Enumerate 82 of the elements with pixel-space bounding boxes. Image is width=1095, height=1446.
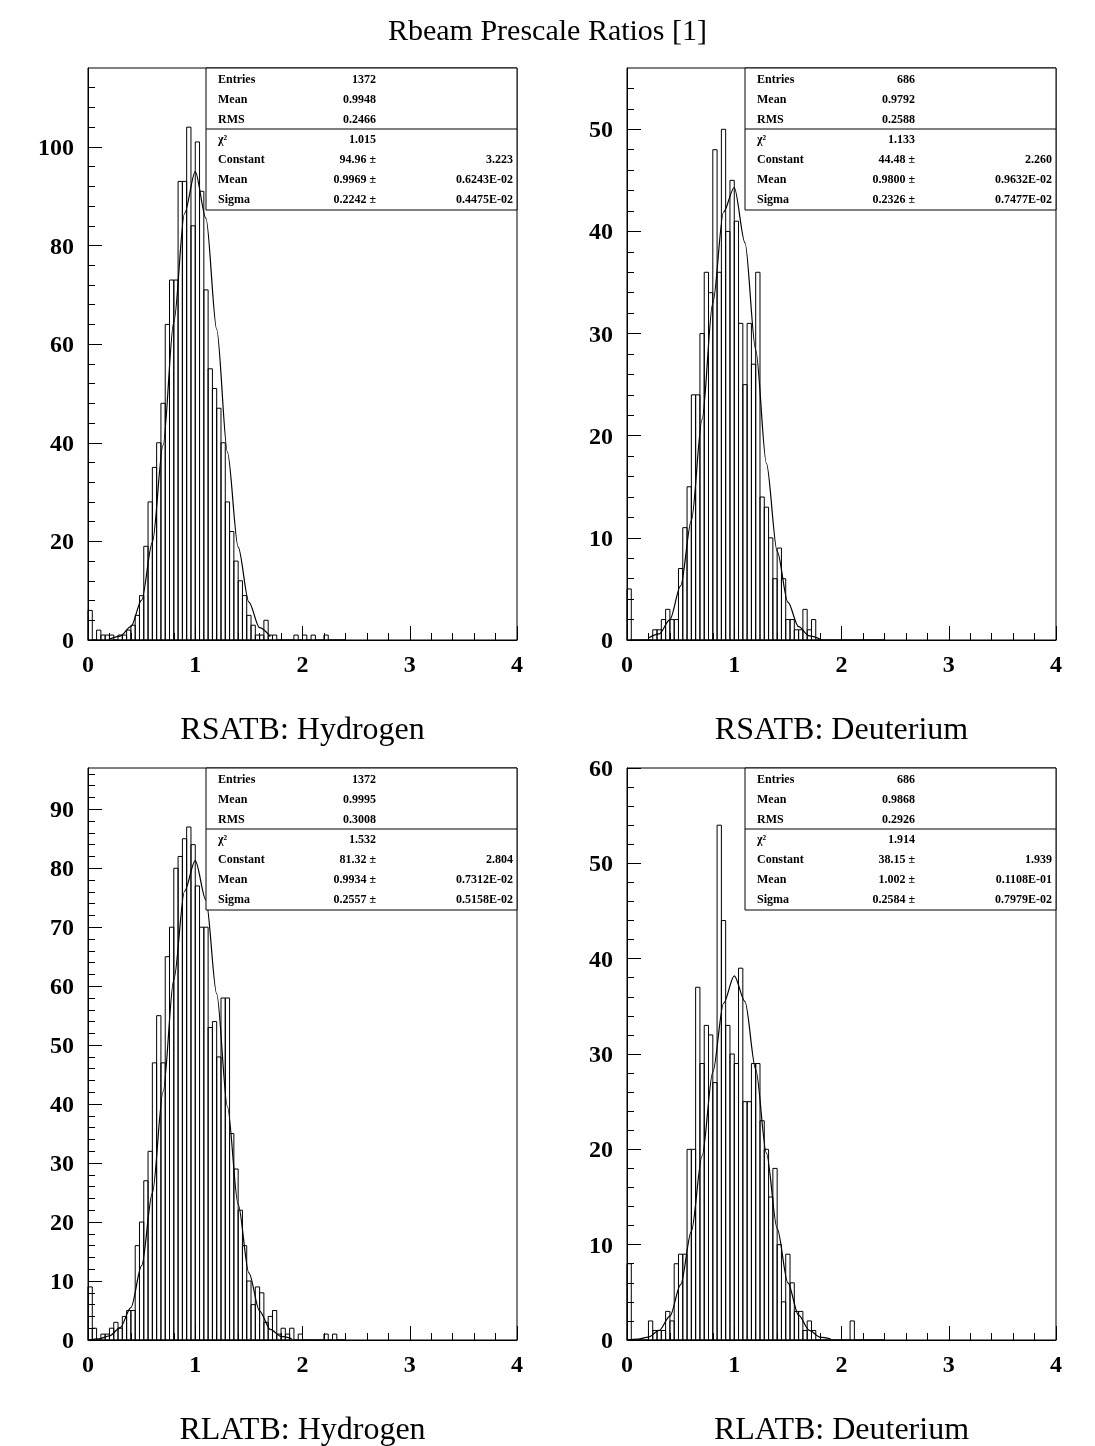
text: χ² 1.914 xyxy=(757,832,915,846)
y-tick-label: 10 xyxy=(50,1268,74,1295)
text: Mean 0.9800 ± 0.9632E-02 xyxy=(757,172,1052,186)
x-tick-label: 4 xyxy=(511,651,523,677)
y-tick-label: 70 xyxy=(50,914,74,941)
x-tick-label: 4 xyxy=(1050,651,1062,677)
x-tick-label: 0 xyxy=(82,1351,94,1377)
text: χ² 1.133 xyxy=(757,132,915,146)
y-tick-label: 0 xyxy=(601,627,613,653)
x-tick-label: 3 xyxy=(403,651,416,677)
y-tick-label: 60 xyxy=(50,973,74,1000)
x-tick-label: 2 xyxy=(835,651,848,677)
text: Mean 0.9792 xyxy=(757,92,915,106)
text: Mean 0.9934 ± 0.7312E-02 xyxy=(218,872,513,886)
text: Mean 0.9995 xyxy=(218,792,376,806)
x-tick-label: 3 xyxy=(942,1351,955,1377)
y-tick-label: 20 xyxy=(589,422,613,449)
text: χ² 1.015 xyxy=(218,132,376,146)
y-tick-label: 10 xyxy=(589,524,613,551)
y-tick-label: 100 xyxy=(38,133,74,160)
y-tick-label: 10 xyxy=(589,1231,613,1258)
text: Constant 38.15 ± 1.939 xyxy=(757,852,1052,866)
y-tick-label: 90 xyxy=(50,796,74,823)
x-tick-label: 4 xyxy=(1050,1351,1062,1377)
y-tick-label: 60 xyxy=(50,331,74,358)
text: Constant 81.32 ± 2.804 xyxy=(218,852,513,866)
text: Sigma 0.2584 ± 0.7979E-02 xyxy=(757,892,1052,906)
text: Entries 686 xyxy=(757,772,915,786)
x-tick-label: 1 xyxy=(189,651,202,677)
y-tick-label: 40 xyxy=(589,218,613,245)
text: Sigma 0.2326 ± 0.7477E-02 xyxy=(757,192,1052,206)
y-tick-label: 40 xyxy=(589,945,613,972)
text: Mean 0.9969 ± 0.6243E-02 xyxy=(218,172,513,186)
text: Mean 0.9948 xyxy=(218,92,376,106)
text: Mean 1.002 ± 0.1108E-01 xyxy=(757,872,1052,886)
y-tick-label: 30 xyxy=(589,1041,613,1067)
x-axis-title: RLATB: Deuterium xyxy=(713,1410,970,1446)
text: Entries 1372 xyxy=(218,72,376,86)
y-tick-label: 0 xyxy=(62,1327,74,1353)
x-tick-label: 2 xyxy=(296,1351,309,1377)
text: Sigma 0.2242 ± 0.4475E-02 xyxy=(218,192,513,206)
text: RMS 0.3008 xyxy=(218,812,376,826)
y-tick-label: 30 xyxy=(589,320,613,347)
y-tick-label: 30 xyxy=(50,1150,74,1177)
x-tick-label: 2 xyxy=(835,1351,848,1377)
x-axis-title: RLATB: Hydrogen xyxy=(179,1410,426,1446)
text: Mean 0.9868 xyxy=(757,792,915,806)
y-tick-label: 20 xyxy=(589,1136,613,1163)
chart-title: Rbeam Prescale Ratios [1] xyxy=(386,12,709,48)
text: RMS 0.2466 xyxy=(218,112,376,126)
x-tick-label: 1 xyxy=(189,1351,202,1377)
x-tick-label: 4 xyxy=(511,1351,523,1377)
y-tick-label: 50 xyxy=(589,116,613,143)
x-tick-label: 1 xyxy=(728,1351,741,1377)
text: Sigma 0.2557 ± 0.5158E-02 xyxy=(218,892,513,906)
y-tick-label: 80 xyxy=(50,855,74,882)
text: Entries 1372 xyxy=(218,772,376,786)
y-tick-label: 60 xyxy=(589,755,613,781)
y-tick-label: 40 xyxy=(50,1091,74,1118)
x-tick-label: 0 xyxy=(82,651,94,677)
y-tick-label: 50 xyxy=(50,1032,74,1059)
text: χ² 1.532 xyxy=(218,832,376,846)
y-tick-label: 0 xyxy=(601,1327,613,1353)
y-tick-label: 50 xyxy=(589,850,613,877)
x-tick-label: 0 xyxy=(621,651,633,677)
x-tick-label: 1 xyxy=(728,651,741,677)
text: Constant 94.96 ± 3.223 xyxy=(218,152,513,166)
y-tick-label: 80 xyxy=(50,232,74,259)
text: Constant 44.48 ± 2.260 xyxy=(757,152,1052,166)
y-tick-label: 40 xyxy=(50,429,74,456)
text: RMS 0.2926 xyxy=(757,812,915,826)
y-tick-label: 20 xyxy=(50,528,74,555)
y-tick-label: 20 xyxy=(50,1209,74,1236)
x-tick-label: 0 xyxy=(621,1351,633,1377)
x-axis-title: RSATB: Deuterium xyxy=(714,710,969,746)
x-tick-label: 3 xyxy=(403,1351,416,1377)
y-tick-label: 0 xyxy=(62,627,74,653)
text: Entries 686 xyxy=(757,72,915,86)
text: RMS 0.2588 xyxy=(757,112,915,126)
x-tick-label: 3 xyxy=(942,651,955,677)
x-tick-label: 2 xyxy=(296,651,309,677)
x-axis-title: RSATB: Hydrogen xyxy=(180,710,425,746)
